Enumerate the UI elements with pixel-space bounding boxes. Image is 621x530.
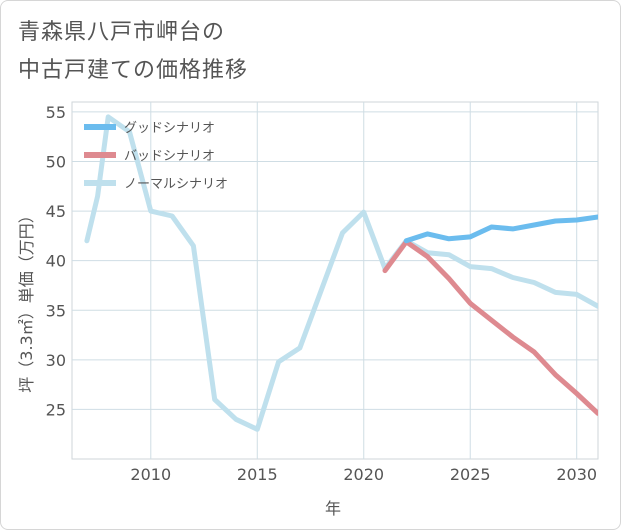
x-tick-label: 2010	[130, 465, 171, 484]
y-tick-label: 45	[46, 202, 66, 221]
x-tick-label: 2030	[556, 465, 597, 484]
y-gridlines	[72, 111, 598, 410]
y-tick-labels: 25 30 35 40 45 50 55	[46, 103, 66, 419]
y-tick-label: 35	[46, 301, 66, 320]
series-line-2	[382, 239, 598, 416]
x-tick-label: 2020	[343, 465, 384, 484]
series-line-3	[84, 114, 598, 432]
series-lines	[84, 114, 598, 432]
y-tick-label: 25	[46, 400, 66, 419]
y-tick-label: 55	[46, 103, 66, 122]
legend-label: グッドシナリオ	[124, 121, 215, 136]
page-title: 青森県八戸市岬台の 中古戸建ての価格推移	[18, 14, 248, 90]
legend-label: ノーマルシナリオ	[124, 177, 228, 192]
x-tick-label: 2015	[237, 465, 278, 484]
series-line-1	[403, 214, 598, 244]
y-axis-label: 坪（3.3㎡）単価（万円）	[17, 207, 36, 392]
y-tick-label: 40	[46, 252, 66, 271]
y-tick-label: 30	[46, 351, 66, 370]
x-axis-label: 年	[325, 499, 341, 518]
x-tick-labels: 2010 2015 2020 2025 2030	[130, 465, 597, 484]
title-line-2: 中古戸建ての価格推移	[18, 58, 249, 83]
title-line-1: 青森県八戸市岬台の	[18, 20, 226, 45]
y-tick-label: 50	[46, 153, 66, 172]
x-gridlines	[150, 102, 578, 459]
x-tick-label: 2025	[450, 465, 491, 484]
legend-label: バッドシナリオ	[124, 149, 215, 164]
